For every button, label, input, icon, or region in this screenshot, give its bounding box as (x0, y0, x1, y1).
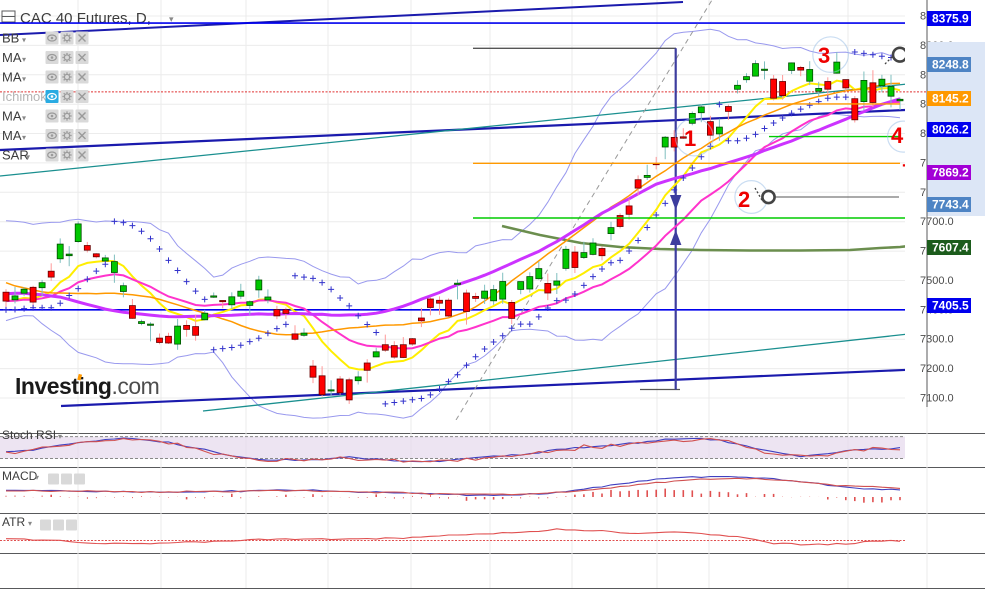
svg-text:▾: ▾ (58, 432, 62, 441)
svg-text:7100.0: 7100.0 (920, 393, 954, 405)
svg-text:MA: MA (2, 70, 22, 85)
svg-text:7300.0: 7300.0 (920, 334, 954, 346)
svg-text:Stoch RSI: Stoch RSI (2, 428, 56, 442)
svg-text:8145.2: 8145.2 (932, 92, 969, 106)
svg-text:7200.0: 7200.0 (920, 363, 954, 375)
svg-text:MACD: MACD (2, 469, 38, 483)
svg-text:8026.2: 8026.2 (932, 123, 969, 137)
svg-text:7607.4: 7607.4 (932, 241, 969, 255)
svg-text:▾: ▾ (22, 114, 26, 123)
svg-text:SAR: SAR (2, 148, 29, 163)
svg-text:▾: ▾ (22, 36, 26, 45)
svg-text:MA: MA (2, 50, 22, 65)
svg-text:▾: ▾ (35, 473, 39, 482)
svg-text:▾: ▾ (22, 55, 26, 64)
svg-text:8248.8: 8248.8 (932, 58, 969, 72)
svg-text:4: 4 (891, 123, 904, 148)
svg-text:7405.5: 7405.5 (932, 299, 969, 313)
svg-text:2: 2 (738, 187, 750, 212)
svg-text:7743.4: 7743.4 (932, 198, 969, 212)
svg-text:1: 1 (684, 126, 696, 151)
svg-text:CAC 40 Futures, D,: CAC 40 Futures, D, (20, 10, 151, 27)
svg-text:7500.0: 7500.0 (920, 275, 954, 287)
svg-text:▾: ▾ (22, 75, 26, 84)
svg-text:8375.9: 8375.9 (932, 12, 969, 26)
svg-text:ATR: ATR (2, 515, 25, 529)
svg-text:▾: ▾ (22, 133, 26, 142)
svg-text:BB: BB (2, 31, 19, 46)
svg-text:7869.2: 7869.2 (932, 166, 969, 180)
svg-text:3: 3 (818, 43, 830, 68)
svg-text:▾: ▾ (28, 519, 32, 528)
svg-text:Investing.com: Investing.com (15, 373, 159, 399)
svg-text:MA: MA (2, 109, 22, 124)
svg-text:▾: ▾ (26, 153, 30, 162)
svg-text:MA: MA (2, 128, 22, 143)
svg-text:7700.0: 7700.0 (920, 216, 954, 228)
